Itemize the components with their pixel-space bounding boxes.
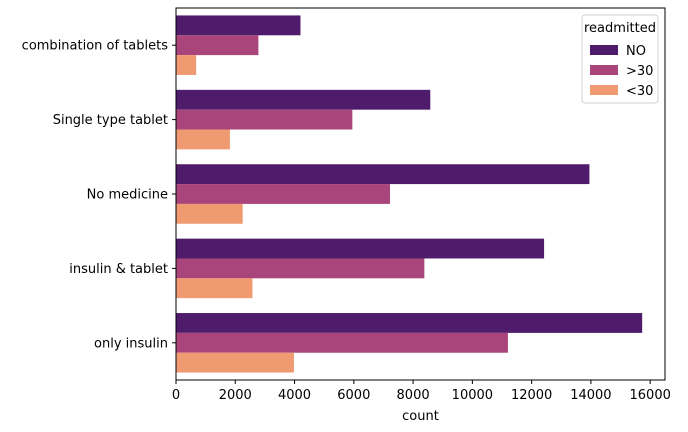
bar-combination-of-tablets-gt30 <box>176 35 259 56</box>
x-tick-label: 4000 <box>278 388 311 403</box>
bar-only-insulin-lt30 <box>176 352 294 373</box>
legend-swatch-gt30 <box>590 65 618 75</box>
y-tick-label: No medicine <box>87 188 168 203</box>
legend-box <box>581 14 659 104</box>
bar-only-insulin-gt30 <box>176 332 508 353</box>
x-tick-label: 14000 <box>570 388 611 403</box>
legend: readmitted NO >30 <30 <box>581 14 659 104</box>
bar-single-type-tablet-lt30 <box>176 129 230 150</box>
legend-label-no: NO <box>626 44 646 59</box>
bar-combination-of-tablets-lt30 <box>176 55 197 75</box>
bar-no-medicine-gt30 <box>176 184 390 204</box>
x-tick-label: 8000 <box>397 388 430 403</box>
y-tick-label: Single type tablet <box>53 113 168 128</box>
legend-title: readmitted <box>584 21 656 36</box>
bar-single-type-tablet-gt30 <box>176 109 353 130</box>
legend-label-gt30: >30 <box>626 64 653 79</box>
y-tick-label: insulin & tablet <box>69 262 168 277</box>
x-tick-label: 12000 <box>511 388 552 403</box>
y-tick-label: only insulin <box>94 336 168 351</box>
bar-combination-of-tablets-no <box>176 15 301 36</box>
y-tick-label: combination of tablets <box>22 39 169 54</box>
legend-label-lt30: <30 <box>626 84 653 99</box>
x-axis-ticks: 0 2000 4000 6000 8000 10000 12000 14000 16000 <box>172 380 671 403</box>
x-tick-label: 2000 <box>219 388 252 403</box>
x-tick-label: 6000 <box>337 388 370 403</box>
plot-frame <box>175 7 666 381</box>
y-axis-ticks: combination of tablets Single type tablet… <box>22 39 176 351</box>
x-axis-label: count <box>402 409 439 424</box>
x-tick-label: 0 <box>172 388 180 403</box>
legend-swatch-lt30 <box>590 85 618 95</box>
bar-no-medicine-lt30 <box>176 203 243 224</box>
bar-no-medicine-no <box>176 164 590 185</box>
bar-single-type-tablet-no <box>176 89 431 110</box>
x-tick-label: 10000 <box>452 388 493 403</box>
bar-only-insulin-no <box>176 313 643 333</box>
bar-insulin-and-tablet-lt30 <box>176 278 253 299</box>
bar-insulin-and-tablet-gt30 <box>176 258 425 279</box>
legend-swatch-no <box>590 45 618 55</box>
bar-group <box>176 15 643 373</box>
bar-insulin-and-tablet-no <box>176 238 545 259</box>
x-tick-label: 16000 <box>630 388 671 403</box>
